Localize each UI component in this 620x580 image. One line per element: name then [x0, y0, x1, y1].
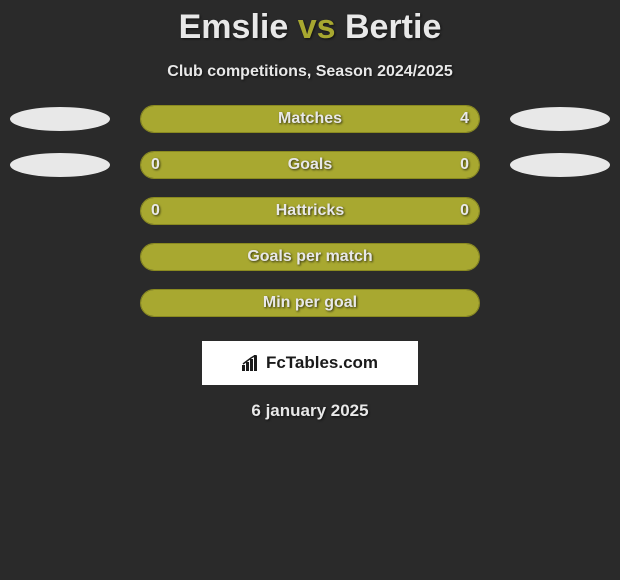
logo: FcTables.com [242, 353, 378, 373]
vs-text: vs [298, 8, 336, 46]
stat-rows: Matches 4 0 Goals 0 0 Hattricks 0 Goals per matc… [0, 103, 620, 333]
stat-row: Goals per match [0, 241, 620, 287]
bar-chart-icon [242, 355, 262, 371]
stat-row: Matches 4 [0, 103, 620, 149]
stat-value-left: 0 [151, 156, 160, 174]
stat-label: Min per goal [263, 294, 357, 312]
player1-name: Emslie [179, 8, 289, 46]
stat-value-right: 0 [460, 202, 469, 220]
player2-ellipse [510, 107, 610, 131]
stat-row: 0 Goals 0 [0, 149, 620, 195]
stat-bar: Matches 4 [140, 105, 480, 133]
stat-bar: Goals per match [140, 243, 480, 271]
player2-ellipse [510, 153, 610, 177]
stat-value-right: 0 [460, 156, 469, 174]
stat-bar: 0 Hattricks 0 [140, 197, 480, 225]
logo-box: FcTables.com [202, 341, 418, 385]
player1-ellipse [10, 107, 110, 131]
stat-label: Matches [278, 110, 342, 128]
subtitle: Club competitions, Season 2024/2025 [0, 49, 620, 103]
stat-row: Min per goal [0, 287, 620, 333]
stat-value-right: 4 [460, 110, 469, 128]
stat-label: Goals per match [247, 248, 372, 266]
stat-row: 0 Hattricks 0 [0, 195, 620, 241]
stat-value-left: 0 [151, 202, 160, 220]
stat-bar: Min per goal [140, 289, 480, 317]
player2-name: Bertie [345, 8, 441, 46]
bar-fill-right [310, 152, 479, 178]
stat-label: Hattricks [276, 202, 344, 220]
bar-fill-left [141, 152, 310, 178]
stat-bar: 0 Goals 0 [140, 151, 480, 179]
comparison-title: Emslie vs Bertie [0, 0, 620, 49]
player1-ellipse [10, 153, 110, 177]
logo-text: FcTables.com [266, 353, 378, 373]
stat-label: Goals [288, 156, 332, 174]
date: 6 january 2025 [0, 385, 620, 421]
